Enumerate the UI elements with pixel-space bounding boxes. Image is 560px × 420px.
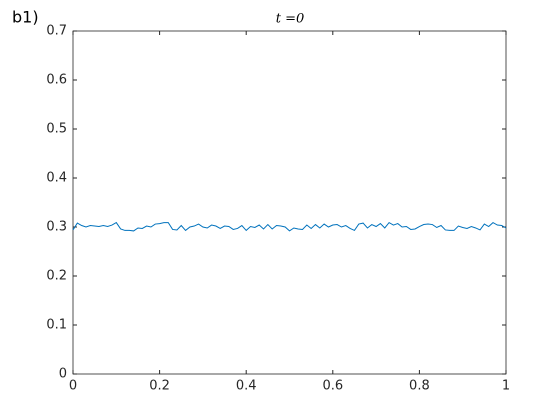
y-tick-label: 0.2 <box>46 269 67 284</box>
x-tick-label: 0 <box>69 379 77 394</box>
y-tick-label: 0.4 <box>46 171 67 186</box>
x-tick-label: 0.6 <box>322 379 343 394</box>
x-tick-label: 1 <box>502 379 510 394</box>
x-tick-label: 0.4 <box>236 379 257 394</box>
y-tick-label: 0.5 <box>46 122 67 137</box>
x-tick-label: 0.2 <box>149 379 170 394</box>
chart-title: t =0 <box>276 12 305 27</box>
x-tick-label: 0.8 <box>409 379 430 394</box>
y-tick-label: 0.3 <box>46 220 67 235</box>
y-tick-label: 0.1 <box>46 318 67 333</box>
y-tick-label: 0.7 <box>46 24 67 39</box>
line-series <box>72 221 507 232</box>
plot-frame <box>72 30 507 375</box>
panel-label: b1) <box>12 8 39 27</box>
y-tick-label: 0.6 <box>46 73 67 88</box>
y-tick-label: 0 <box>59 367 67 382</box>
